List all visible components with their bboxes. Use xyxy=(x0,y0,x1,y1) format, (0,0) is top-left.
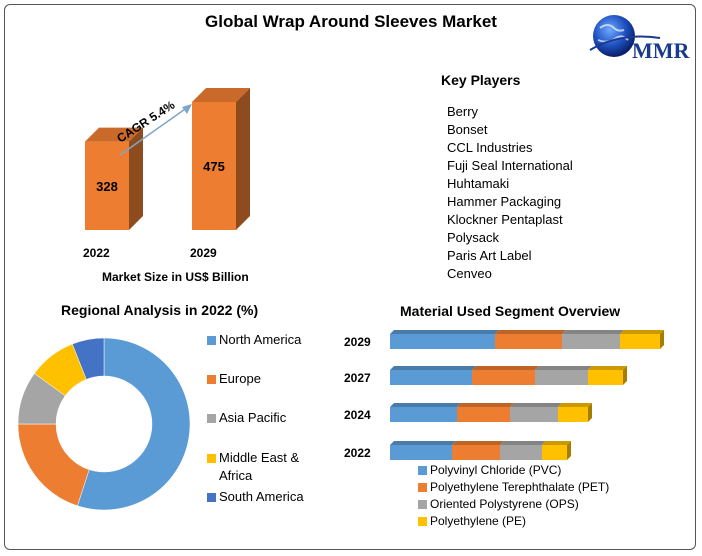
legend-item: Middle East & Africa xyxy=(219,450,300,483)
bar-side xyxy=(567,441,571,460)
legend-swatch xyxy=(418,500,427,509)
bar xyxy=(542,445,567,460)
list-item: Bonset xyxy=(447,122,488,137)
tick-label: 2022 xyxy=(344,446,371,460)
bar-top xyxy=(472,366,539,370)
bar-side xyxy=(660,330,664,349)
legend-item: Polyethylene Terephthalate (PET) xyxy=(430,480,610,494)
bar xyxy=(562,334,620,349)
bar-top xyxy=(457,403,514,407)
bar xyxy=(588,370,623,385)
bar xyxy=(452,445,500,460)
list-item: Polysack xyxy=(447,230,500,245)
legend-swatch xyxy=(207,454,216,463)
bar xyxy=(620,334,660,349)
material-stacked-bar-chart: 2029 2027 2024 2022 xyxy=(344,330,664,460)
material-chart-title: Material Used Segment Overview xyxy=(400,303,621,319)
bar-side xyxy=(236,88,250,230)
legend-item: Oriented Polystyrene (OPS) xyxy=(430,497,579,511)
globe-icon xyxy=(589,15,661,57)
tick-label: 2029 xyxy=(344,335,371,349)
legend-swatch xyxy=(418,466,427,475)
logo-text: MMR xyxy=(632,38,690,63)
legend-swatch xyxy=(207,336,216,345)
bar-top xyxy=(510,403,562,407)
list-item: Cenveo xyxy=(447,266,492,281)
legend-swatch xyxy=(418,517,427,526)
legend-swatch xyxy=(207,375,216,384)
bar-top xyxy=(542,441,571,445)
bar-top xyxy=(535,366,592,370)
legend-item: Polyethylene (PE) xyxy=(430,514,527,528)
bar xyxy=(500,445,542,460)
bar xyxy=(472,370,535,385)
key-players-list: Berry Bonset CCL Industries Fuji Seal In… xyxy=(447,103,573,283)
legend-item: North America xyxy=(219,332,302,347)
regional-chart-title: Regional Analysis in 2022 (%) xyxy=(61,302,259,318)
page-title: Global Wrap Around Sleeves Market xyxy=(205,12,497,31)
bar xyxy=(85,141,129,230)
bar xyxy=(390,407,457,422)
list-item: Paris Art Label xyxy=(447,248,532,263)
list-item: Berry xyxy=(447,104,479,119)
bar xyxy=(457,407,510,422)
regional-donut-chart xyxy=(17,337,191,511)
tick-label: 2024 xyxy=(344,408,371,422)
list-item: Klockner Pentaplast xyxy=(447,212,563,227)
legend-swatch xyxy=(207,493,216,502)
data-label: 328 xyxy=(96,179,118,194)
bar-top xyxy=(558,403,592,407)
bar xyxy=(495,334,562,349)
key-players-heading: Key Players xyxy=(441,72,521,88)
bar-top xyxy=(495,330,566,334)
cagr-arrow xyxy=(119,106,189,156)
bar xyxy=(390,445,452,460)
legend-swatch xyxy=(418,483,427,492)
bar-side xyxy=(588,403,592,422)
bar-top xyxy=(562,330,624,334)
bar-top xyxy=(390,330,499,334)
bar xyxy=(558,407,588,422)
tick-label: 2029 xyxy=(190,246,217,260)
legend-item: Polyvinyl Chloride (PVC) xyxy=(430,463,562,477)
bar-top xyxy=(390,366,476,370)
list-item: Hammer Packaging xyxy=(447,194,562,209)
legend-swatch xyxy=(207,414,216,423)
bar xyxy=(510,407,558,422)
tick-label: 2027 xyxy=(344,371,371,385)
data-label: 475 xyxy=(203,159,225,174)
list-item: Huhtamaki xyxy=(447,176,510,191)
bar-top xyxy=(500,441,546,445)
bar xyxy=(192,102,236,230)
legend-item: Europe xyxy=(219,371,261,386)
bar-top xyxy=(85,127,143,142)
legend-item: South America xyxy=(219,489,304,504)
list-item: CCL Industries xyxy=(447,140,533,155)
bar-side xyxy=(129,127,143,230)
bar-top xyxy=(588,366,627,370)
bar-top xyxy=(390,403,461,407)
bar-top xyxy=(192,88,250,102)
bar-top xyxy=(390,441,456,445)
arrow-head-icon xyxy=(182,104,192,114)
mmr-logo: MMR xyxy=(588,10,693,70)
chart-frame xyxy=(4,4,696,550)
legend-item: Asia Pacific xyxy=(219,410,287,425)
list-item: Fuji Seal International xyxy=(447,158,573,173)
pie-slice xyxy=(17,423,90,507)
bar xyxy=(535,370,588,385)
bar-side xyxy=(623,366,627,385)
bar-top xyxy=(620,330,664,334)
x-axis-label: Market Size in US$ Billion xyxy=(102,270,249,284)
bar xyxy=(390,334,495,349)
tick-label: 2022 xyxy=(83,246,110,260)
pie-slice xyxy=(72,337,105,380)
bar xyxy=(390,370,472,385)
bar-top xyxy=(452,441,504,445)
